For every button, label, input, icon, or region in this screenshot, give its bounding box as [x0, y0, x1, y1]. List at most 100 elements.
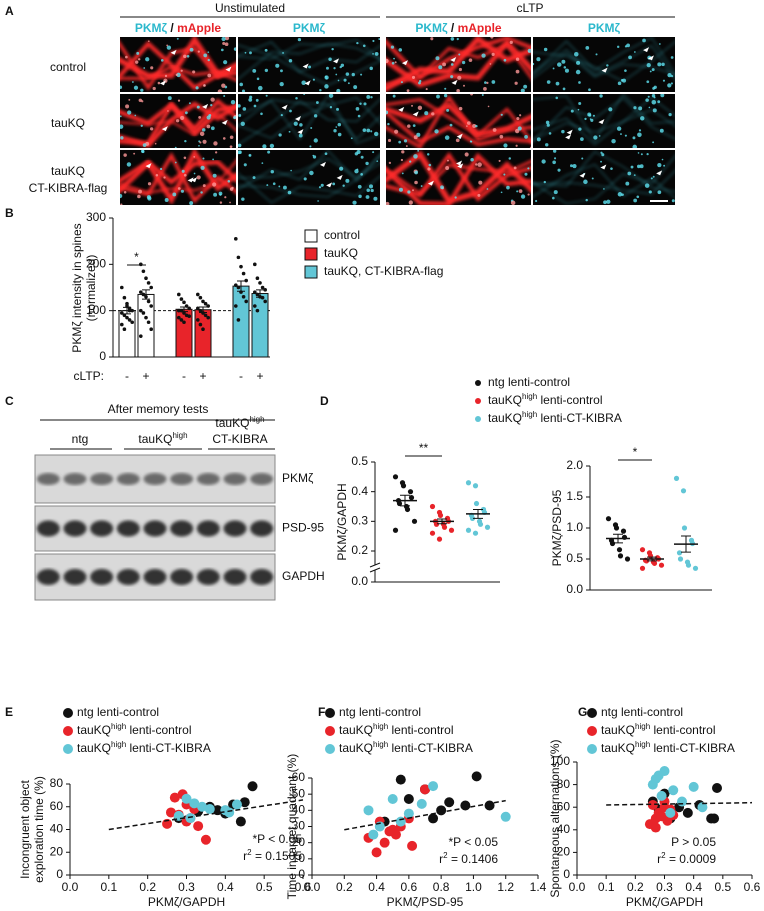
puncta: [372, 151, 375, 154]
puncta: [638, 129, 642, 132]
puncta: [229, 201, 231, 204]
puncta: [196, 105, 200, 109]
puncta: [456, 88, 460, 92]
text-part: tauKQ: [488, 393, 522, 407]
puncta: [345, 178, 350, 183]
data-point: [620, 528, 627, 534]
puncta: [387, 138, 392, 143]
data-point: [263, 299, 268, 304]
group-label: ntg: [72, 432, 89, 446]
puncta: [513, 166, 517, 170]
x-axis-label: cLTP:: [74, 369, 104, 383]
panel-label: D: [320, 394, 329, 408]
puncta: [177, 187, 181, 190]
puncta: [183, 156, 187, 160]
puncta: [450, 37, 455, 41]
sem-bar: [437, 518, 447, 525]
puncta: [652, 141, 655, 144]
data-point: [404, 506, 411, 513]
data-point: [624, 556, 631, 562]
data-point: [429, 530, 436, 536]
blot-band: [250, 473, 274, 485]
bar: [137, 293, 155, 358]
puncta: [475, 163, 478, 166]
puncta: [456, 37, 459, 41]
data-point: [368, 829, 379, 840]
puncta: [309, 145, 312, 148]
puncta: [222, 41, 226, 46]
puncta: [499, 134, 504, 139]
text-part: mApple: [177, 21, 221, 35]
blot-band: [36, 473, 60, 485]
puncta: [126, 162, 132, 167]
puncta: [222, 137, 226, 140]
puncta: [360, 73, 363, 76]
puncta: [651, 99, 657, 105]
y-tick-label: 0: [298, 867, 305, 881]
arrowhead: [304, 80, 311, 86]
text-part: lenti-control: [126, 723, 191, 737]
arrowhead: [170, 49, 177, 55]
micrograph-bg: [533, 94, 675, 148]
data-point: [408, 495, 415, 501]
text-part: PKMζ: [588, 21, 621, 35]
arrowhead: [187, 177, 194, 183]
puncta: [336, 107, 339, 111]
data-point: [416, 798, 427, 809]
data-point: [420, 784, 430, 795]
dendrite: [533, 45, 675, 81]
puncta: [289, 109, 292, 113]
data-point: [179, 297, 184, 301]
y-tick-label: 0: [56, 867, 63, 881]
puncta: [183, 173, 187, 177]
puncta: [632, 136, 636, 140]
puncta: [163, 176, 166, 179]
y-tick-label: 30: [292, 819, 306, 833]
stat-annotation: r2 = 0.0009: [657, 851, 716, 867]
data-point: [685, 562, 692, 568]
y-tick-label: 20: [292, 835, 306, 849]
puncta: [386, 58, 389, 64]
x-tick-label: 0.2: [627, 880, 644, 894]
puncta: [527, 193, 530, 196]
puncta: [262, 144, 267, 148]
data-point: [392, 474, 399, 480]
text-part: CT-KIBRA: [212, 432, 267, 446]
puncta: [337, 132, 342, 137]
y-tick-label: 100: [550, 754, 570, 768]
micrograph-content: [386, 150, 531, 205]
puncta: [231, 186, 234, 190]
puncta: [662, 79, 666, 82]
puncta: [561, 59, 566, 64]
puncta: [354, 152, 359, 156]
puncta: [315, 101, 319, 104]
data-point: [255, 308, 260, 313]
x-tick-label: -: [239, 369, 243, 383]
data-point: [231, 799, 242, 810]
blot-band: [63, 569, 87, 585]
text-part: PKMζ: [293, 21, 326, 35]
puncta: [199, 141, 202, 144]
data-point: [436, 536, 443, 542]
puncta: [414, 170, 419, 175]
y-tick-label: 1.5: [566, 489, 583, 503]
data-point: [177, 292, 181, 297]
puncta: [458, 67, 462, 72]
x-tick-label: 0.1: [100, 880, 117, 894]
puncta: [606, 199, 611, 204]
group-label: tauKQhigh: [138, 431, 187, 447]
data-point: [177, 315, 181, 320]
data-point: [234, 283, 238, 287]
puncta: [391, 61, 395, 65]
puncta: [357, 184, 362, 189]
y-tick-label: 0: [99, 349, 106, 363]
micrograph: [120, 37, 236, 92]
legend-label: tauKQhigh lenti-CT-KIBRA: [339, 740, 473, 756]
band-label: GAPDH: [282, 569, 325, 583]
blot-band: [170, 569, 194, 585]
y-tick-label: 0.5: [566, 551, 583, 565]
x-tick-label: 1.2: [497, 880, 514, 894]
puncta: [366, 95, 371, 99]
puncta: [224, 196, 227, 199]
puncta: [667, 72, 672, 78]
